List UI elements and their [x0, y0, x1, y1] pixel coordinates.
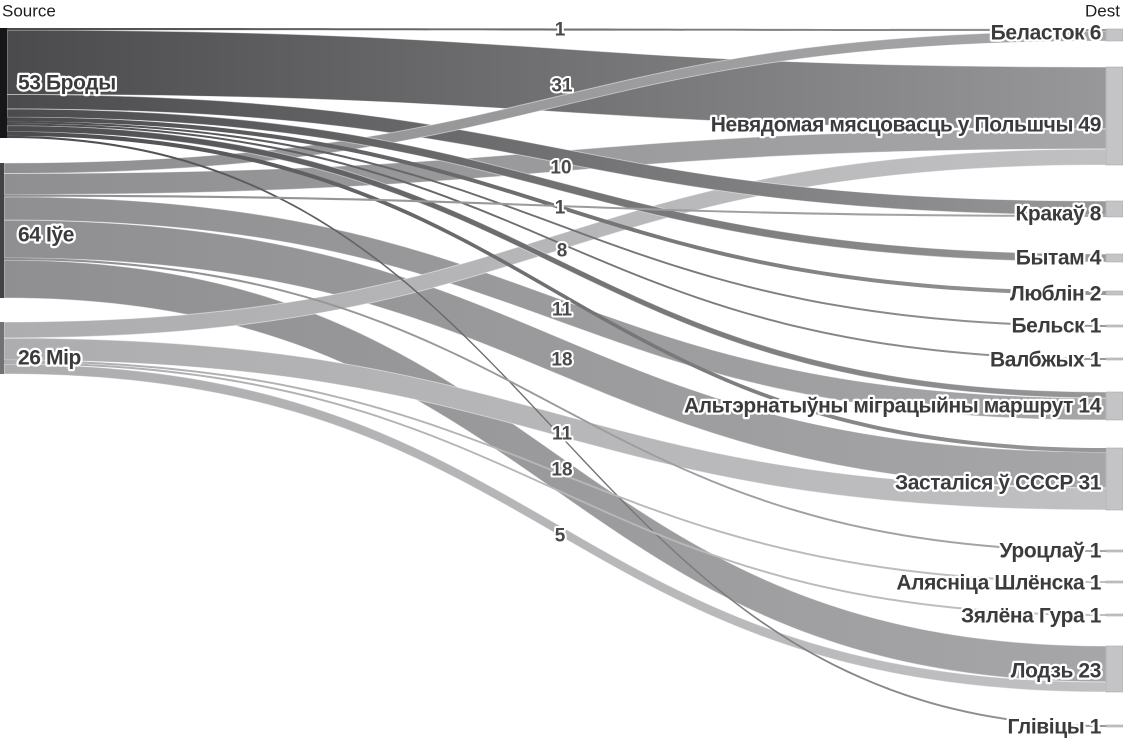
- flow-value-label: 10: [550, 158, 571, 179]
- flow-value-label: 31: [551, 76, 573, 97]
- source-node-label: 53 Броды: [18, 72, 116, 95]
- flow-value-label: 18: [551, 350, 572, 371]
- source-node-Іўе: [0, 163, 4, 298]
- dest-node-Кракаў: [1105, 200, 1123, 218]
- dest-node-label: Кракаў 8: [1015, 203, 1101, 226]
- dest-node-Уроцлаў: [1105, 549, 1123, 553]
- source-column-header: Source: [2, 2, 56, 21]
- source-node-Мір: [0, 322, 4, 374]
- dest-node-label: Альтэрнатыўны міграцыйны маршрут 14: [684, 395, 1102, 418]
- flow-Броды-Засталіся ў СССР: [7, 131, 1106, 452]
- dest-node-label: Глівіцы 1: [1007, 716, 1101, 739]
- dest-node-Зялёна Гура: [1105, 613, 1123, 617]
- flow-value-label: 8: [557, 241, 568, 262]
- dest-node-Бытам: [1105, 253, 1123, 263]
- flow-value-label: 11: [552, 424, 573, 445]
- dest-node-Альтэрнатыўны міграцыйны маршрут: [1105, 391, 1123, 421]
- sankey-nodes-layer: [0, 28, 1123, 728]
- flow-value-label: 1: [555, 198, 566, 219]
- dest-node-Бельск: [1105, 324, 1123, 328]
- dest-node-label: Невядомая мясцовасць у Польшчы 49: [711, 114, 1101, 137]
- dest-node-label: Люблін 2: [1010, 283, 1101, 306]
- flow-Іўе-Уроцлаў: [4, 257, 1106, 552]
- flow-Броды-Беласток: [7, 28, 1106, 31]
- dest-node-Беласток: [1105, 28, 1123, 42]
- dest-node-Алясніца Шлёнска: [1105, 580, 1123, 584]
- flow-value-label: 11: [552, 300, 573, 321]
- source-node-label: 64 Іўе: [18, 224, 74, 247]
- sankey-labels-layer: 53 Броды 64 Іўе 26 Мір Беласток 6 Невядомая …: [16, 18, 1105, 741]
- dest-node-label: Уроцлаў 1: [1000, 540, 1102, 563]
- sankey-links-layer: [3, 28, 1107, 728]
- dest-node-Засталіся ў СССР: [1105, 447, 1123, 511]
- flow-Мір-Алясніца Шлёнска: [4, 360, 1106, 583]
- flow-Мір-Зялёна Гура: [4, 362, 1106, 616]
- flow-Іўе-Кракаў: [4, 194, 1106, 217]
- source-node-label: 26 Мір: [18, 347, 81, 370]
- dest-node-Валбжых: [1105, 357, 1123, 361]
- flow-Броды-Бельск: [7, 121, 1106, 328]
- dest-node-Невядомая мясцовасць у Польшчы: [1105, 66, 1123, 166]
- dest-node-label: Валбжых 1: [990, 349, 1102, 372]
- dest-node-label: Бельск 1: [1011, 315, 1101, 338]
- dest-node-label: Бытам 4: [1016, 247, 1102, 270]
- dest-node-label: Беласток 6: [991, 22, 1101, 45]
- dest-node-label: Зялёна Гура 1: [961, 605, 1102, 628]
- dest-node-label: Лодзь 23: [1011, 660, 1101, 683]
- flow-value-label: 18: [551, 460, 572, 481]
- flow-value-label: 1: [555, 20, 566, 41]
- dest-node-Лодзь: [1105, 645, 1123, 693]
- flow-Броды-Глівіцы: [7, 135, 1106, 728]
- flow-Броды-Валбжых: [7, 123, 1106, 360]
- dest-node-label: Засталіся ў СССР 31: [895, 472, 1102, 495]
- dest-node-label: Алясніца Шлёнска 1: [896, 572, 1101, 595]
- source-node-Броды: [0, 28, 7, 138]
- dest-column-header: Dest: [1085, 2, 1120, 21]
- dest-node-Глівіцы: [1105, 724, 1123, 728]
- dest-node-Люблін: [1105, 290, 1123, 296]
- flow-value-label: 5: [555, 526, 566, 547]
